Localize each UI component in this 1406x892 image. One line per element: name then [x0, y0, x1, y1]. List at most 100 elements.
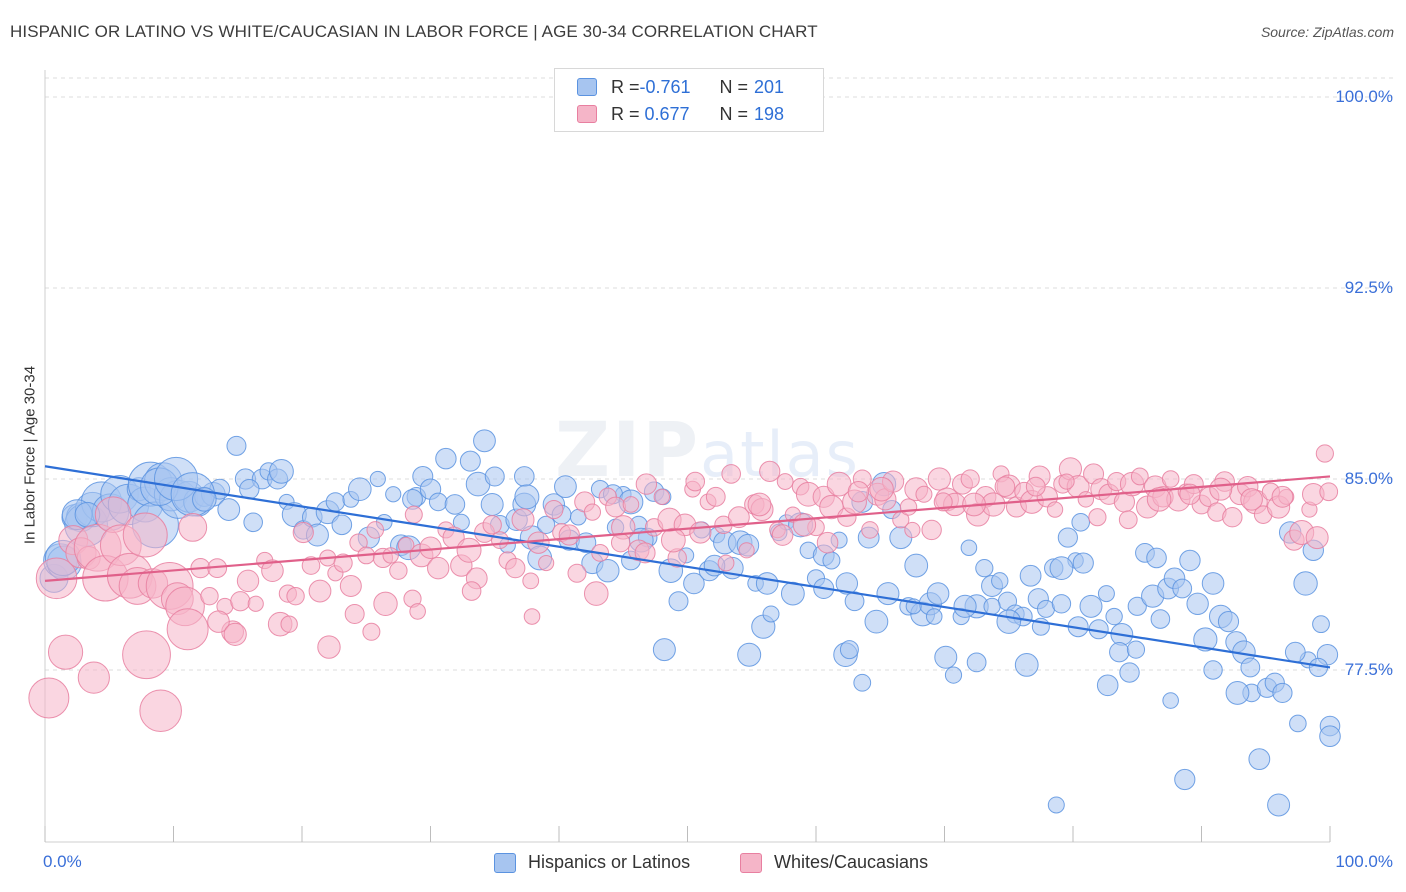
white-point — [1240, 488, 1263, 511]
hispanic-point — [239, 478, 260, 500]
white-point — [366, 521, 385, 539]
white-point — [1025, 476, 1046, 497]
hispanic-point — [537, 515, 556, 534]
white-point — [333, 553, 353, 573]
white-point — [634, 542, 656, 564]
legend-row-hispanic: R = -0.761 N = 201 — [577, 75, 784, 99]
hispanic-point — [652, 638, 676, 662]
hispanic-point — [1049, 556, 1074, 581]
hispanic-point — [1312, 615, 1330, 634]
white-point — [427, 556, 450, 580]
hispanic-trend-line — [44, 465, 1331, 669]
white-point — [280, 615, 298, 633]
hispanic-point — [844, 591, 865, 612]
hispanic-point — [822, 551, 841, 570]
white-point — [728, 506, 750, 529]
white-point — [382, 547, 399, 564]
hispanic-point — [975, 559, 994, 578]
y-tick-label-77-5: 77.5% — [1344, 660, 1393, 679]
series-label-hispanic: Hispanics or Latinos — [528, 852, 691, 872]
source-label: Source: ZipAtlas.com — [1260, 24, 1394, 40]
hispanic-point — [428, 492, 448, 512]
hispanic-point — [1179, 549, 1201, 572]
white-point — [1161, 470, 1180, 488]
hispanic-point — [554, 475, 577, 499]
white-point — [558, 524, 580, 546]
white-point — [236, 569, 260, 593]
hispanic-point — [1201, 572, 1225, 595]
hispanic-point — [904, 553, 929, 578]
white-point — [544, 499, 564, 520]
y-tick-label-85: 85.0% — [1344, 469, 1393, 488]
white-point — [178, 512, 208, 542]
hispanic-point — [755, 572, 779, 595]
correlation-legend: R = -0.761 N = 201 R = 0.677 N = 198 — [554, 68, 824, 132]
white-point — [409, 603, 426, 620]
hispanic-point — [1150, 609, 1171, 629]
white-point — [776, 473, 794, 490]
hispanic-point — [1319, 725, 1341, 748]
hispanic-point — [1174, 768, 1196, 791]
white-point — [717, 554, 735, 572]
white-point — [653, 488, 670, 506]
hispanic-point — [444, 494, 466, 515]
legend-row-white: R = 0.677 N = 198 — [577, 102, 784, 126]
hispanic-point — [1289, 714, 1307, 733]
white-point — [899, 498, 918, 516]
white-point — [28, 677, 70, 719]
hispanic-point — [926, 582, 950, 605]
white-point — [482, 515, 502, 535]
hispanic-point — [459, 450, 481, 472]
hispanic-point — [1293, 571, 1318, 596]
white-point — [362, 622, 381, 641]
x-tick-label-0: 0.0% — [43, 852, 82, 871]
white-point — [1271, 485, 1294, 508]
white-point — [511, 508, 535, 532]
white-point — [610, 532, 631, 553]
white-point — [404, 505, 423, 524]
white-point — [747, 492, 772, 517]
white-point — [1305, 526, 1329, 550]
hispanic-point — [1119, 662, 1140, 683]
white-point — [1118, 510, 1138, 530]
hispanic-point — [983, 597, 1001, 615]
hispanic-point — [1203, 660, 1223, 680]
white-point — [419, 536, 442, 559]
white-point — [771, 524, 794, 546]
white-point — [816, 531, 839, 554]
hispanic-point — [737, 642, 762, 667]
hispanic-point — [243, 512, 263, 533]
white-point — [389, 561, 408, 580]
legend-r-label: R = — [611, 103, 640, 124]
hispanic-point — [331, 514, 353, 536]
hispanic-point — [1097, 585, 1115, 603]
white-point — [207, 610, 230, 633]
legend-swatch-blue — [577, 78, 597, 96]
hispanic-point — [596, 558, 620, 583]
y-tick-label-92-5: 92.5% — [1344, 278, 1393, 297]
hispanic-point — [1248, 748, 1271, 771]
white-point — [538, 554, 555, 572]
hispanic-point — [780, 581, 805, 606]
white-point — [223, 622, 247, 646]
legend-n-value: 198 — [754, 103, 785, 124]
hispanic-point — [1127, 596, 1147, 616]
white-point — [1046, 501, 1064, 518]
hispanic-point — [514, 484, 540, 510]
series-legend-hispanic[interactable]: Hispanics or Latinos — [494, 852, 690, 873]
white-point — [461, 581, 482, 601]
hispanic-point — [217, 498, 241, 521]
white-point — [1058, 473, 1075, 490]
hispanic-point — [934, 645, 958, 669]
legend-n-label: N = — [719, 76, 749, 97]
series-swatch-pink — [740, 852, 762, 873]
white-point — [1209, 477, 1233, 501]
hispanic-point — [514, 466, 535, 487]
series-legend-white[interactable]: Whites/Caucasians — [740, 852, 928, 873]
white-point — [505, 558, 526, 579]
white-point — [286, 586, 305, 606]
white-point — [1315, 444, 1334, 463]
hispanic-point — [1019, 564, 1042, 587]
white-point — [122, 630, 171, 680]
white-point — [200, 586, 219, 606]
